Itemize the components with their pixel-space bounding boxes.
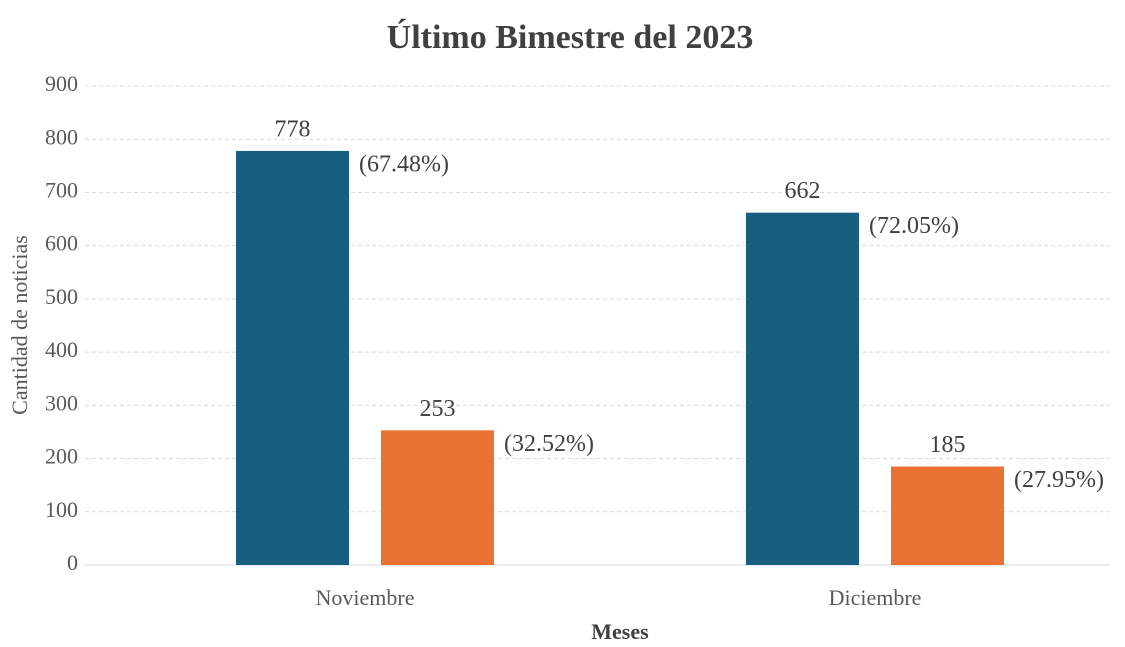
chart-title: Último Bimestre del 2023 <box>387 18 754 56</box>
data-label: 662 <box>785 178 821 204</box>
x-tick-label: Diciembre <box>829 585 922 610</box>
y-tick-label: 900 <box>45 71 78 96</box>
share-label: (72.05%) <box>869 213 959 239</box>
y-tick-label: 0 <box>67 550 78 575</box>
data-label: 778 <box>275 116 311 142</box>
y-tick-label: 200 <box>45 444 78 469</box>
y-tick-label: 600 <box>45 231 78 256</box>
data-label: 253 <box>420 396 456 422</box>
bar <box>891 466 1004 565</box>
y-tick-label: 500 <box>45 284 78 309</box>
y-tick-label: 100 <box>45 497 78 522</box>
data-label: 185 <box>930 432 966 458</box>
y-axis-title: Cantidad de noticias <box>7 235 32 415</box>
bar <box>381 430 494 565</box>
x-tick-label: Noviembre <box>316 585 415 610</box>
y-tick-label: 700 <box>45 177 78 202</box>
bar <box>236 150 349 566</box>
y-tick-label: 400 <box>45 337 78 362</box>
bar <box>746 212 859 565</box>
x-axis-title: Meses <box>591 619 649 644</box>
y-tick-label: 800 <box>45 124 78 149</box>
share-label: (32.52%) <box>504 431 594 457</box>
y-tick-label: 300 <box>45 390 78 415</box>
share-label: (67.48%) <box>359 151 449 177</box>
share-label: (27.95%) <box>1014 467 1104 493</box>
